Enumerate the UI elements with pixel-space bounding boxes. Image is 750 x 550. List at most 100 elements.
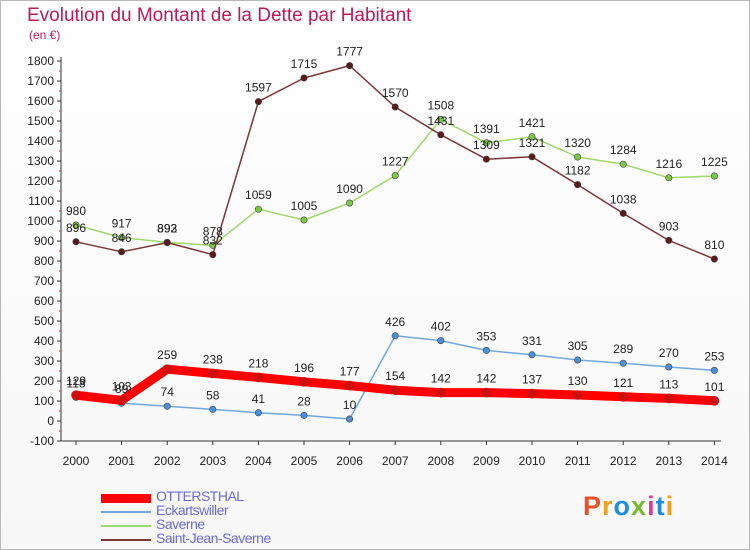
x-tick-label: 2006 (336, 454, 363, 468)
data-label-saverne: 1508 (427, 98, 454, 112)
data-point-ottersthal (709, 395, 720, 406)
data-point-ottersthal (390, 385, 401, 396)
data-label-eckartswiller: 270 (659, 346, 679, 360)
y-tick-label: 600 (34, 294, 54, 308)
data-label-saverne: 917 (112, 217, 132, 231)
data-point-saverne (391, 172, 399, 180)
x-tick-label: 2000 (63, 454, 90, 468)
data-label-saverne: 1005 (291, 199, 318, 213)
data-label-ottersthal: 196 (294, 361, 314, 375)
data-point-saint-jean-saverne (209, 251, 217, 259)
data-point-saverne (574, 153, 582, 161)
legend-swatch (101, 511, 151, 513)
y-tick-label: 1700 (27, 74, 54, 88)
x-tick-label: 2014 (701, 454, 728, 468)
data-label-eckartswiller: 28 (297, 394, 311, 408)
y-tick-label: 1200 (27, 174, 54, 188)
data-label-ottersthal: 142 (431, 372, 451, 386)
data-point-saint-jean-saverne (300, 74, 308, 82)
data-point-saverne (482, 139, 490, 147)
data-label-ottersthal: 142 (476, 372, 496, 386)
data-point-saverne (300, 216, 308, 224)
data-label-ottersthal: 154 (385, 369, 405, 383)
data-point-saverne (254, 205, 262, 213)
data-label-saint-jean-saverne: 1777 (336, 45, 363, 59)
x-tick-label: 2010 (519, 454, 546, 468)
y-tick-label: 1500 (27, 114, 54, 128)
y-tick-label: 1000 (27, 214, 54, 228)
legend-swatch (101, 493, 151, 503)
data-point-eckartswiller (300, 411, 308, 419)
data-point-saint-jean-saverne (346, 62, 354, 70)
data-point-ottersthal (618, 391, 629, 402)
data-point-eckartswiller (574, 356, 582, 364)
data-label-saverne: 1090 (336, 182, 363, 196)
data-label-saverne: 1059 (245, 188, 272, 202)
data-point-saverne (665, 174, 673, 182)
y-tick-label: 1100 (28, 194, 54, 208)
x-tick-label: 2008 (427, 454, 454, 468)
data-label-ottersthal: 259 (157, 348, 177, 362)
data-label-ottersthal: 130 (568, 374, 588, 388)
data-label-saint-jean-saverne: 846 (112, 231, 132, 245)
data-label-saverne: 1216 (655, 157, 682, 171)
data-label-ottersthal: 101 (704, 380, 724, 394)
y-tick-label: 100 (34, 394, 54, 408)
data-point-ottersthal (116, 395, 127, 406)
data-label-ottersthal: 177 (340, 365, 360, 379)
data-label-ottersthal: 113 (659, 377, 678, 391)
data-point-saint-jean-saverne (619, 209, 627, 217)
data-point-saverne (72, 221, 80, 229)
y-tick-label: 900 (34, 234, 54, 248)
data-point-saint-jean-saverne (391, 103, 399, 111)
y-tick-label: 200 (34, 374, 54, 388)
x-tick-label: 2002 (154, 454, 181, 468)
y-tick-label: -100 (30, 434, 54, 448)
data-label-saint-jean-saverne: 1570 (382, 86, 409, 100)
data-label-saint-jean-saverne: 1182 (565, 164, 591, 178)
data-label-eckartswiller: 118 (66, 376, 85, 390)
data-label-ottersthal: 129 (66, 374, 86, 388)
data-point-ottersthal (253, 372, 264, 383)
data-label-saint-jean-saverne: 903 (659, 219, 679, 233)
y-tick-label: 400 (34, 334, 54, 348)
data-label-saint-jean-saverne: 892 (157, 222, 177, 236)
data-label-saverne: 1227 (382, 155, 409, 169)
data-label-saint-jean-saverne: 1038 (610, 192, 637, 206)
data-label-saint-jean-saverne: 1597 (245, 81, 272, 95)
data-point-eckartswiller (346, 415, 354, 423)
data-point-saint-jean-saverne (163, 239, 171, 247)
data-point-eckartswiller (437, 337, 445, 345)
data-point-ottersthal (663, 393, 674, 404)
data-point-saverne (118, 234, 126, 242)
data-label-saverne: 878 (203, 224, 223, 238)
y-tick-label: 1800 (27, 54, 54, 68)
legend-label: Saint-Jean-Saverne (156, 530, 271, 546)
data-point-eckartswiller (163, 402, 171, 410)
data-label-saint-jean-saverne: 832 (203, 234, 223, 248)
data-label-eckartswiller: 402 (431, 320, 451, 334)
data-point-saint-jean-saverne (118, 248, 126, 256)
data-point-eckartswiller (528, 351, 536, 359)
data-point-eckartswiller (254, 409, 262, 417)
y-tick-label: 1400 (27, 134, 54, 148)
data-point-saint-jean-saverne (72, 238, 80, 246)
data-label-ottersthal: 103 (112, 379, 132, 393)
data-label-saint-jean-saverne: 1309 (473, 138, 500, 152)
y-tick-label: 1600 (27, 94, 54, 108)
data-label-ottersthal: 218 (248, 356, 268, 370)
data-label-saint-jean-saverne: 1431 (427, 114, 454, 128)
data-label-eckartswiller: 331 (522, 334, 542, 348)
data-point-saverne (710, 172, 718, 180)
data-label-eckartswiller: 89 (115, 382, 129, 396)
data-label-ottersthal: 121 (613, 376, 633, 390)
data-point-saint-jean-saverne (665, 236, 673, 244)
x-tick-label: 2013 (655, 454, 682, 468)
proxiti-logo: Proxiti (583, 491, 675, 521)
data-point-ottersthal (208, 368, 218, 379)
data-label-saverne: 1225 (701, 155, 728, 169)
x-tick-label: 2011 (565, 454, 591, 468)
data-point-saverne (528, 133, 536, 141)
